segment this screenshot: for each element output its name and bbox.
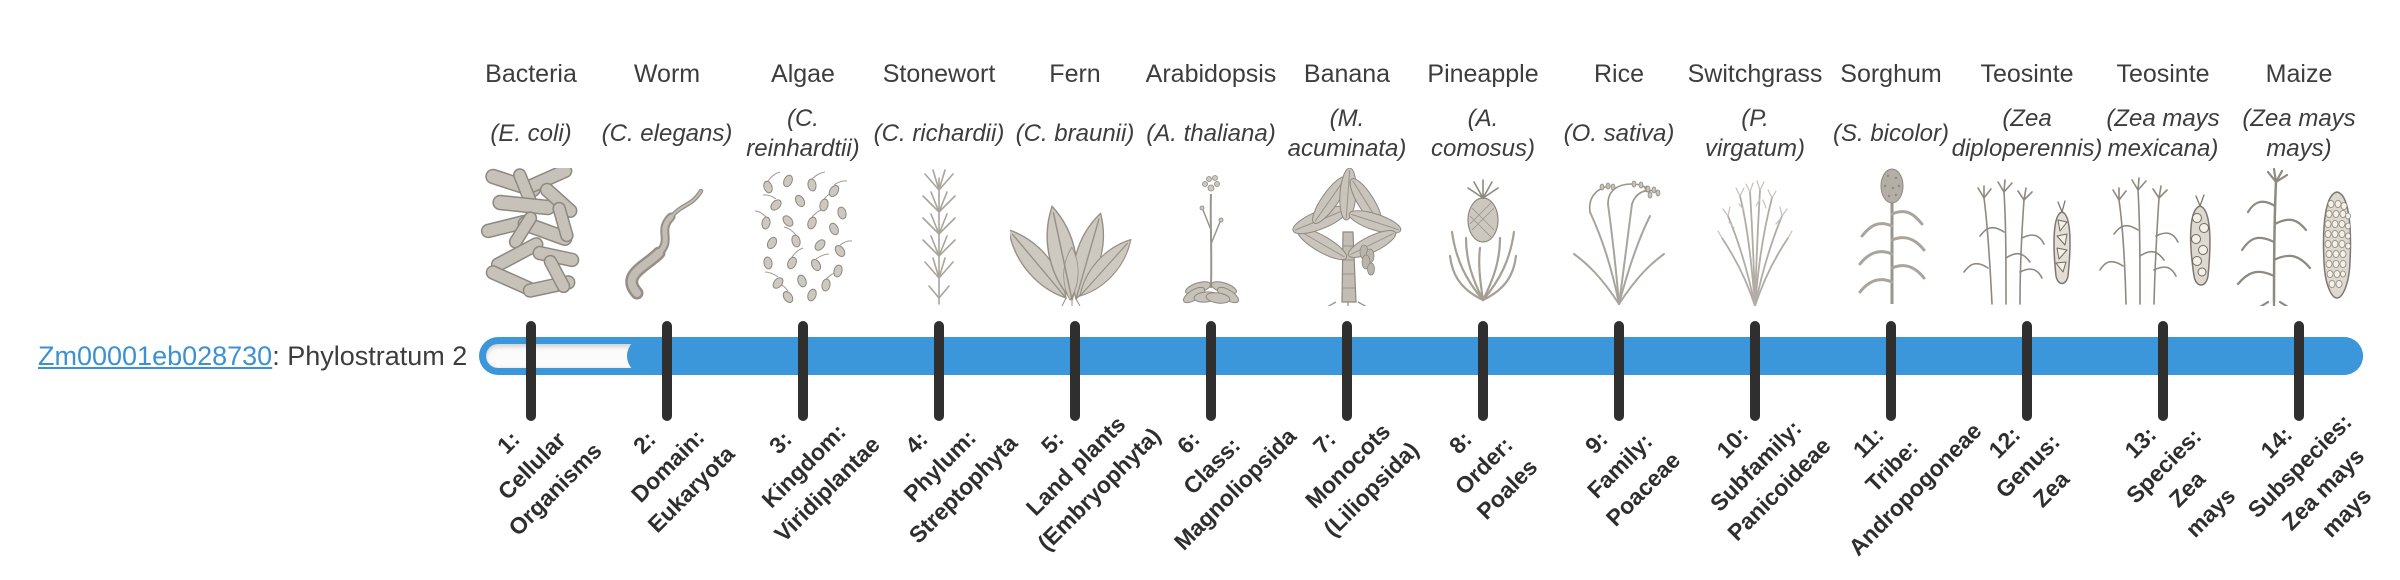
algae-illustration <box>754 171 852 303</box>
organism-illustration-slot <box>1650 168 1860 306</box>
maize-illustration <box>2236 167 2352 306</box>
bacteria-illustration <box>480 168 579 298</box>
phylostratum-tick <box>798 321 808 421</box>
phylostratum-column: Switchgrass (P. virgatum) <box>1650 58 1860 178</box>
phylostratum-tick <box>1342 321 1352 421</box>
phylostratum-tick <box>934 321 944 421</box>
organism-name: Stonewort <box>882 60 996 88</box>
switchgrass-illustration <box>1717 180 1793 306</box>
organism-name: Worm <box>633 60 701 88</box>
sorghum-illustration <box>1858 168 1925 304</box>
phylostratum-tick-label: 1: Cellular Organisms <box>492 426 617 541</box>
organism-name: Bacteria <box>485 60 577 88</box>
phylostratum-tick-label-text: 14: Subspecies: Zea mays mays <box>2242 408 2377 543</box>
organism-scientific-name: (C. elegans) <box>601 120 733 147</box>
organism-name: Switchgrass <box>1687 60 1823 88</box>
organism-scientific-name: (A. thaliana) <box>1146 120 1276 147</box>
organism-illustration-slot <box>1514 168 1724 306</box>
phylostratum-tick <box>526 321 536 421</box>
phylostratum-tick-label: 8: Order: Poales <box>1444 426 1543 530</box>
phylostratum-tick-label: 7: Monocots (Liliopsida) <box>1300 418 1436 541</box>
phylostratum-column: Teosinte (Zea mays mexicana) <box>2058 58 2268 178</box>
organism-scientific-name: (C. braunii) <box>1015 120 1135 147</box>
phylostratum-bar-fill <box>627 337 2363 375</box>
phylostratum-column: Fern (C. braunii) <box>970 58 1180 178</box>
phylostratum-column: Sorghum (S. bicolor) <box>1786 58 1996 178</box>
organism-illustration-slot <box>1378 168 1588 306</box>
phylostratum-column: Maize (Zea mays mays) <box>2194 58 2400 178</box>
organism-illustration-slot <box>2194 167 2400 306</box>
gene-id-link[interactable]: Zm00001eb028730 <box>38 341 273 371</box>
organism-illustration-slot <box>1786 168 1996 306</box>
organism-name: Banana <box>1303 60 1391 88</box>
phylostratum-column: Bacteria (E. coli) <box>426 58 636 178</box>
organism-scientific-name: (M. acuminata) <box>1287 105 1407 162</box>
organism-scientific-name: (C. reinhardtii) <box>746 105 860 162</box>
phylostratum-tick <box>2022 321 2032 421</box>
phylostratum-tick-label: 13: Species: Zea mays <box>2119 421 2240 563</box>
organism-illustration-slot <box>1242 168 1452 306</box>
phylostratum-tick <box>2158 321 2168 421</box>
fern-illustration <box>1010 204 1132 306</box>
teosinte-diploperennis-illustration <box>1963 179 2071 305</box>
organism-illustration-slot <box>1106 168 1316 306</box>
phylostratum-tick-label: 9: Family: Poaceae <box>1580 426 1685 531</box>
stonewort-illustration <box>922 169 956 305</box>
organism-scientific-name: (C. richardii) <box>873 120 1005 147</box>
organism-illustration-slot <box>562 168 772 306</box>
organism-scientific-name: (Zea diploperennis) <box>1951 105 2103 162</box>
arabidopsis-illustration <box>1182 175 1240 304</box>
organism-name: Rice <box>1593 60 1644 88</box>
phylostratum-column: Stonewort (C. richardii) <box>834 58 1044 178</box>
phylostratum-tick-label: 12: Genus: Zea <box>1983 421 2074 530</box>
organism-scientific-name: (A. comosus) <box>1430 105 1536 162</box>
organism-name: Maize <box>2265 60 2333 88</box>
phylostratum-column: Banana (M. acuminata) <box>1242 58 1452 178</box>
organism-illustration-slot <box>1922 168 2132 306</box>
phylostratum-tick <box>662 321 672 421</box>
organism-illustration-slot <box>2058 168 2268 306</box>
organism-illustration-slot <box>970 168 1180 306</box>
pineapple-illustration <box>1448 179 1518 302</box>
organism-scientific-name: (Zea mays mays) <box>2242 105 2356 162</box>
phylostratum-tick <box>1070 321 1080 421</box>
organism-name: Arabidopsis <box>1145 60 1277 88</box>
phylostratum-column: Worm (C. elegans) <box>562 58 772 178</box>
organism-illustration-slot <box>834 168 1044 306</box>
organism-name: Pineapple <box>1427 60 1539 88</box>
organism-name: Sorghum <box>1840 60 1942 88</box>
phylostratum-bar-unfilled <box>486 344 644 368</box>
rice-illustration <box>1572 180 1665 305</box>
phylostratum-column: Algae (C. reinhardtii) <box>698 58 908 178</box>
phylostratum-tick <box>1886 321 1896 421</box>
phylostratum-column: Rice (O. sativa) <box>1514 58 1724 178</box>
phylostratum-tick <box>2294 321 2304 421</box>
organism-scientific-name: (O. sativa) <box>1563 120 1675 147</box>
organism-illustration-slot <box>426 168 636 306</box>
organism-scientific-name: (S. bicolor) <box>1832 120 1950 147</box>
organism-name: Algae <box>771 60 835 88</box>
gene-phylostratum-text: : Phylostratum 2 <box>272 341 468 371</box>
teosinte-mexicana-illustration <box>2099 177 2211 305</box>
organism-illustration-slot <box>698 168 908 306</box>
phylostratum-column: Pineapple (A. comosus) <box>1378 58 1588 178</box>
organism-name: Teosinte <box>2116 60 2210 88</box>
organism-scientific-name: (E. coli) <box>490 120 572 147</box>
phylostratum-tick <box>1478 321 1488 421</box>
worm-illustration <box>625 188 704 300</box>
organism-scientific-name: (P. virgatum) <box>1704 105 1806 162</box>
organism-name: Teosinte <box>1980 60 2074 88</box>
phylostratum-column: Teosinte (Zea diploperennis) <box>1922 58 2132 178</box>
phylostratum-tick <box>1206 321 1216 421</box>
banana-illustration <box>1291 168 1401 306</box>
phylostratum-tick-label-text: 8: Order: Poales <box>1443 425 1543 525</box>
phylostratum-tick <box>1750 321 1760 421</box>
phylostratum-tick-label: 14: Subspecies: Zea mays mays <box>2243 409 2400 563</box>
gene-label: Zm00001eb028730: Phylostratum 2 <box>38 341 467 371</box>
organism-name: Fern <box>1049 60 1101 88</box>
phylostratum-tick <box>1614 321 1624 421</box>
organism-scientific-name: (Zea mays mexicana) <box>2106 105 2220 162</box>
phylostratum-column: Arabidopsis (A. thaliana) <box>1106 58 1316 178</box>
